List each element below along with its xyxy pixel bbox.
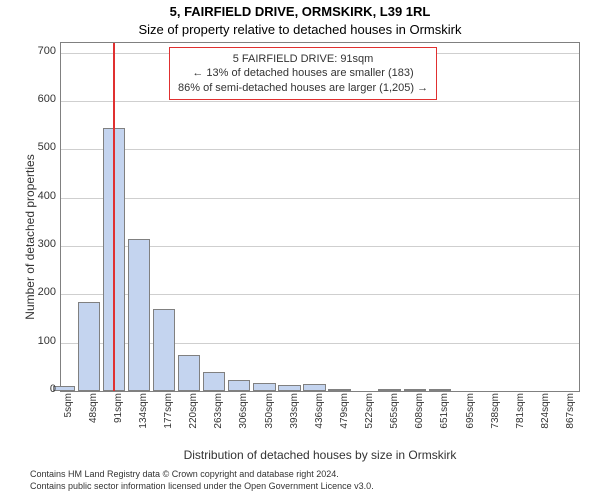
histogram-bar (278, 385, 301, 391)
footer-line2: Contains public sector information licen… (30, 480, 374, 492)
property-marker-line (113, 43, 115, 391)
histogram-bar (128, 239, 151, 391)
gridline (61, 198, 579, 199)
annotation-line1: 5 FAIRFIELD DRIVE: 91sqm (178, 52, 428, 66)
x-tick-label: 177sqm (163, 393, 174, 443)
x-tick-label: 608sqm (414, 393, 425, 443)
annotation-box: 5 FAIRFIELD DRIVE: 91sqm← 13% of detache… (169, 47, 437, 100)
histogram-bar (328, 389, 351, 391)
chart-title-subtitle: Size of property relative to detached ho… (0, 22, 600, 37)
x-tick-label: 350sqm (264, 393, 275, 443)
x-tick-label: 781sqm (515, 393, 526, 443)
histogram-bar (253, 383, 276, 391)
footer-line1: Contains HM Land Registry data © Crown c… (30, 468, 374, 480)
y-axis-label: Number of detached properties (23, 137, 37, 337)
x-tick-label: 738sqm (490, 393, 501, 443)
x-tick-label: 824sqm (540, 393, 551, 443)
y-tick-label: 600 (26, 93, 56, 105)
x-tick-label: 134sqm (138, 393, 149, 443)
chart-title-address: 5, FAIRFIELD DRIVE, ORMSKIRK, L39 1RL (0, 4, 600, 19)
y-tick-label: 300 (26, 238, 56, 250)
histogram-bar (378, 389, 401, 391)
plot-area: 5 FAIRFIELD DRIVE: 91sqm← 13% of detache… (60, 42, 580, 392)
x-tick-label: 436sqm (314, 393, 325, 443)
x-tick-label: 393sqm (289, 393, 300, 443)
y-tick-label: 100 (26, 335, 56, 347)
footer-attribution: Contains HM Land Registry data © Crown c… (30, 468, 374, 492)
y-tick-label: 0 (26, 383, 56, 395)
histogram-bar (178, 355, 201, 391)
y-tick-label: 400 (26, 190, 56, 202)
y-tick-label: 500 (26, 141, 56, 153)
x-tick-label: 867sqm (565, 393, 576, 443)
histogram-bar (404, 389, 427, 391)
annotation-line3: 86% of semi-detached houses are larger (… (178, 81, 428, 95)
x-tick-label: 5sqm (63, 393, 74, 443)
x-tick-label: 263sqm (213, 393, 224, 443)
histogram-bar (203, 372, 226, 391)
chart-container: 5, FAIRFIELD DRIVE, ORMSKIRK, L39 1RL Si… (0, 0, 600, 500)
x-axis-label: Distribution of detached houses by size … (60, 448, 580, 462)
gridline (61, 149, 579, 150)
gridline (61, 101, 579, 102)
y-tick-label: 200 (26, 286, 56, 298)
x-tick-label: 522sqm (364, 393, 375, 443)
annotation-line2: ← 13% of detached houses are smaller (18… (178, 66, 428, 80)
x-tick-label: 48sqm (88, 393, 99, 443)
histogram-bar (429, 389, 452, 391)
histogram-bar (228, 380, 251, 391)
x-tick-label: 479sqm (339, 393, 350, 443)
x-tick-label: 651sqm (439, 393, 450, 443)
histogram-bar (78, 302, 101, 391)
x-tick-label: 91sqm (113, 393, 124, 443)
histogram-bar (303, 384, 326, 391)
x-tick-label: 695sqm (465, 393, 476, 443)
histogram-bar (153, 309, 176, 391)
y-tick-label: 700 (26, 45, 56, 57)
x-tick-label: 220sqm (188, 393, 199, 443)
x-tick-label: 565sqm (389, 393, 400, 443)
x-tick-label: 306sqm (238, 393, 249, 443)
